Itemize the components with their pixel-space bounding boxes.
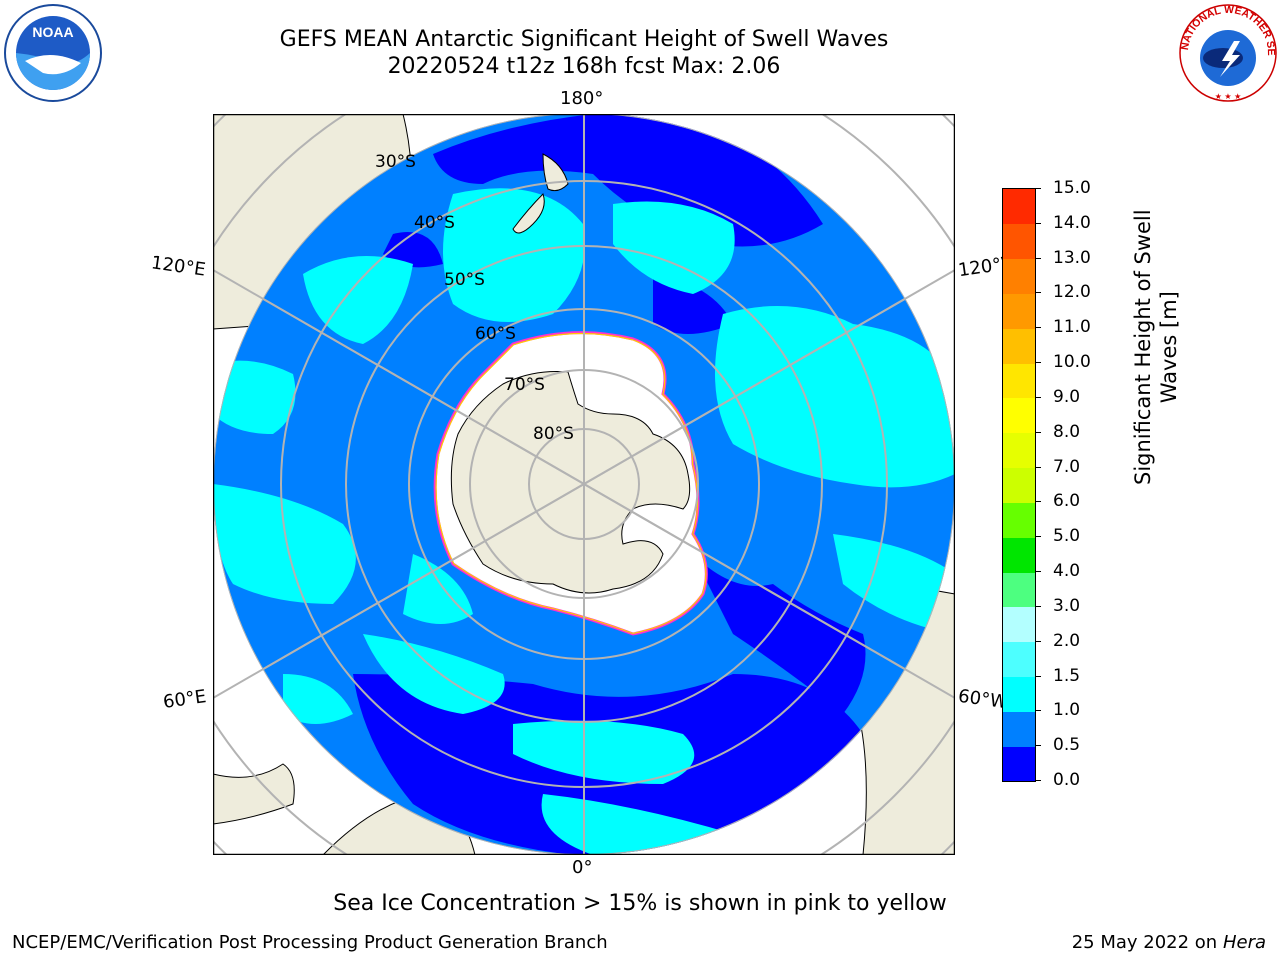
footer-machine: Hera bbox=[1222, 932, 1266, 953]
lat-label-30s: 30°S bbox=[375, 152, 416, 172]
new-zealand bbox=[512, 153, 569, 234]
colorbar-segment bbox=[1003, 328, 1035, 364]
colorbar-tick-label: 5.0 bbox=[1053, 526, 1081, 547]
colorbar-tick-label: 4.0 bbox=[1053, 561, 1081, 582]
colorbar-tick bbox=[1035, 536, 1041, 538]
colorbar-segment bbox=[1003, 258, 1035, 294]
polar-map bbox=[213, 114, 955, 855]
colorbar-title: Significant Height of Swell Waves [m] bbox=[1130, 209, 1182, 485]
colorbar-segment bbox=[1003, 711, 1035, 747]
colorbar-segment bbox=[1003, 641, 1035, 678]
colorbar-tick bbox=[1035, 396, 1041, 398]
colorbar-tick bbox=[1035, 362, 1041, 364]
lon-label-120e: 120°E bbox=[149, 252, 207, 281]
colorbar-tick-label: 11.0 bbox=[1053, 317, 1091, 338]
colorbar-tick bbox=[1035, 466, 1041, 468]
colorbar bbox=[1002, 188, 1036, 782]
colorbar-tick-label: 1.5 bbox=[1053, 665, 1081, 686]
colorbar-segment bbox=[1003, 432, 1035, 469]
lat-label-50s: 50°S bbox=[444, 270, 485, 290]
colorbar-segment bbox=[1003, 502, 1035, 538]
colorbar-tick-label: 3.0 bbox=[1053, 595, 1081, 616]
chart-title: GEFS MEAN Antarctic Significant Height o… bbox=[279, 27, 889, 52]
colorbar-tick bbox=[1035, 605, 1041, 607]
colorbar-title-line1: Significant Height of Swell bbox=[1131, 209, 1155, 485]
colorbar-tick-label: 1.0 bbox=[1053, 700, 1081, 721]
swell-mid-areas bbox=[213, 188, 955, 855]
colorbar-tick-label: 2.0 bbox=[1053, 630, 1081, 651]
colorbar-segment bbox=[1003, 397, 1035, 434]
colorbar-tick bbox=[1035, 327, 1041, 329]
colorbar-tick-label: 0.0 bbox=[1053, 770, 1081, 790]
sea-ice-note: Sea Ice Concentration > 15% is shown in … bbox=[333, 891, 947, 916]
antarctica bbox=[450, 371, 691, 594]
colorbar-tick bbox=[1035, 257, 1041, 259]
colorbar-tick-label: 9.0 bbox=[1053, 386, 1081, 407]
colorbar-segment bbox=[1003, 223, 1035, 260]
lon-label-0: 0° bbox=[572, 857, 593, 878]
colorbar-tick bbox=[1035, 188, 1041, 189]
colorbar-tick-label: 6.0 bbox=[1053, 491, 1081, 512]
colorbar-tick-label: 8.0 bbox=[1053, 421, 1081, 442]
colorbar-segment bbox=[1003, 676, 1035, 712]
lat-label-40s: 40°S bbox=[414, 213, 455, 233]
colorbar-tick bbox=[1035, 710, 1041, 712]
colorbar-tick-label: 7.0 bbox=[1053, 456, 1081, 477]
colorbar-tick bbox=[1035, 675, 1041, 677]
footer-date: 25 May 2022 on Hera bbox=[1072, 932, 1266, 953]
noaa-logo-text: NOAA bbox=[32, 24, 73, 40]
colorbar-segment bbox=[1003, 746, 1035, 782]
colorbar-segment bbox=[1003, 189, 1035, 225]
colorbar-segment bbox=[1003, 363, 1035, 399]
colorbar-tick-label: 10.0 bbox=[1053, 352, 1091, 373]
colorbar-segment bbox=[1003, 572, 1035, 608]
colorbar-tick bbox=[1035, 431, 1041, 433]
colorbar-segment bbox=[1003, 293, 1035, 329]
colorbar-tick-label: 15.0 bbox=[1053, 178, 1091, 198]
colorbar-segment bbox=[1003, 537, 1035, 573]
colorbar-segment bbox=[1003, 467, 1035, 503]
colorbar-tick bbox=[1035, 780, 1041, 781]
noaa-logo: NOAA bbox=[4, 4, 102, 102]
colorbar-tick bbox=[1035, 501, 1041, 503]
footer-credit: NCEP/EMC/Verification Post Processing Pr… bbox=[12, 932, 608, 953]
colorbar-title-line2: Waves [m] bbox=[1157, 291, 1181, 404]
footer-date-text: 25 May 2022 on bbox=[1071, 932, 1218, 953]
nws-logo: NATIONAL WEATHER SERVICE ★ ★ ★ bbox=[1178, 3, 1277, 102]
colorbar-segment bbox=[1003, 606, 1035, 643]
colorbar-tick bbox=[1035, 571, 1041, 573]
colorbar-tick bbox=[1035, 745, 1041, 747]
lon-label-180: 180° bbox=[560, 88, 604, 109]
lat-label-70s: 70°S bbox=[504, 375, 545, 395]
colorbar-tick-label: 12.0 bbox=[1053, 282, 1091, 303]
colorbar-tick bbox=[1035, 222, 1041, 224]
lat-label-60s: 60°S bbox=[475, 324, 516, 344]
colorbar-tick-label: 14.0 bbox=[1053, 212, 1091, 233]
lat-label-80s: 80°S bbox=[533, 424, 574, 444]
chart-subtitle: 20220524 t12z 168h fcst Max: 2.06 bbox=[387, 54, 781, 79]
lon-label-60e: 60°E bbox=[161, 686, 208, 713]
colorbar-tick bbox=[1035, 640, 1041, 642]
svg-text:★ ★ ★: ★ ★ ★ bbox=[1215, 92, 1242, 101]
colorbar-tick-label: 13.0 bbox=[1053, 247, 1091, 268]
colorbar-tick bbox=[1035, 292, 1041, 294]
colorbar-tick-label: 0.5 bbox=[1053, 735, 1081, 756]
